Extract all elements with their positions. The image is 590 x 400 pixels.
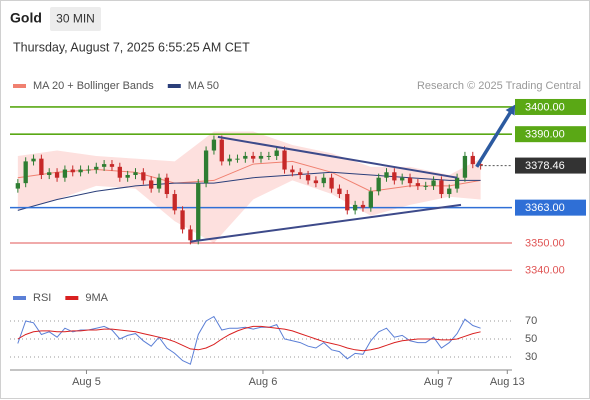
candle-body	[329, 177, 334, 189]
candle-body	[392, 172, 397, 181]
y-tick-label: 30	[525, 351, 537, 363]
candle-body	[227, 158, 232, 162]
candle-body	[360, 204, 366, 208]
candle-body	[266, 155, 272, 157]
legend-swatch	[13, 296, 26, 300]
candle-body	[345, 194, 350, 211]
candle-body	[439, 180, 444, 195]
candle-body	[400, 177, 405, 181]
candle-body	[211, 139, 217, 151]
legend-label: MA 20 + Bollinger Bands	[33, 80, 154, 92]
candle-body	[78, 169, 83, 173]
candle-body	[462, 155, 468, 178]
level-label: 3400.00	[525, 101, 565, 113]
timeframe-button[interactable]	[50, 7, 101, 31]
y-tick-label: 50	[525, 333, 537, 345]
candle-body	[298, 172, 303, 175]
timeframe[interactable]: 30 MIN	[56, 12, 95, 26]
candle-body	[423, 185, 428, 187]
rsi-line	[17, 325, 481, 352]
candle-body	[156, 177, 162, 189]
candle-body	[141, 172, 146, 181]
candle-body	[31, 158, 36, 162]
legend-label: MA 50	[188, 80, 219, 92]
x-tick-label: Aug 13	[490, 376, 525, 388]
candle-body	[282, 150, 287, 170]
candle-body	[321, 177, 326, 184]
candle-body	[219, 139, 224, 162]
candle-body	[235, 158, 240, 160]
candle-body	[188, 229, 193, 241]
level-label: 3390.00	[525, 129, 565, 141]
last-price-box	[515, 157, 586, 174]
candle-body	[337, 188, 342, 195]
level-box	[515, 199, 586, 216]
level-label: 3350.00	[525, 237, 565, 249]
candle-body	[447, 188, 452, 195]
arrow-head	[505, 104, 516, 116]
level-label: 3340.00	[525, 265, 565, 277]
candle-body	[15, 183, 21, 189]
candle-body	[415, 183, 421, 186]
candle-body	[94, 166, 99, 170]
legend-label: 9MA	[85, 292, 108, 304]
candle-body	[86, 169, 91, 171]
candle-body	[243, 155, 248, 159]
level-label: 3363.00	[525, 202, 565, 214]
last-price-label: 3378.46	[525, 160, 565, 172]
trendline	[190, 203, 462, 243]
legend-swatch	[65, 296, 79, 300]
credit: Research © 2025 Trading Central	[417, 80, 581, 92]
candle-body	[407, 177, 413, 184]
candle-body	[164, 177, 170, 195]
candle-body	[133, 172, 138, 175]
candle-body	[368, 191, 373, 208]
candle-body	[384, 172, 389, 178]
candle-body	[470, 155, 475, 165]
candle-body	[196, 183, 201, 241]
candle-body	[117, 166, 122, 178]
candle-body	[54, 172, 60, 178]
x-tick-label: Aug 7	[424, 376, 453, 388]
legend-label: RSI	[33, 292, 51, 304]
candle-body	[172, 194, 177, 211]
candle-body	[125, 174, 130, 178]
candle-body	[47, 172, 52, 175]
candle-body	[274, 150, 279, 156]
candle-body	[290, 169, 295, 173]
candle-body	[23, 161, 28, 184]
candle-body	[454, 177, 460, 189]
candle-body	[250, 155, 256, 159]
level-box	[515, 126, 586, 143]
level-box	[515, 98, 586, 115]
candle-body	[203, 150, 209, 184]
candle-body	[149, 180, 154, 189]
datetime: Thursday, August 7, 2025 6:55:25 AM CET	[13, 40, 250, 54]
candle-body	[101, 164, 107, 167]
rsi-line	[17, 315, 481, 365]
candle-body	[376, 177, 381, 192]
trendline	[217, 135, 458, 179]
legend-swatch	[167, 84, 181, 88]
legend-swatch	[13, 84, 26, 88]
candle-body	[258, 155, 264, 159]
candle-body	[478, 164, 483, 166]
forecast-arrow	[475, 108, 514, 168]
candle-body	[313, 180, 319, 184]
candle-body	[70, 169, 75, 173]
candle-body	[352, 204, 358, 211]
title: Gold	[10, 10, 42, 26]
x-tick-label: Aug 6	[249, 376, 278, 388]
candle-body	[109, 164, 115, 167]
bollinger-band	[17, 131, 481, 243]
x-tick-label: Aug 5	[72, 376, 101, 388]
candle-body	[180, 210, 185, 230]
candle-body	[305, 174, 311, 181]
y-tick-label: 70	[525, 315, 537, 327]
candle-body	[431, 180, 436, 186]
candle-body	[62, 169, 68, 178]
candle-body	[39, 158, 44, 175]
